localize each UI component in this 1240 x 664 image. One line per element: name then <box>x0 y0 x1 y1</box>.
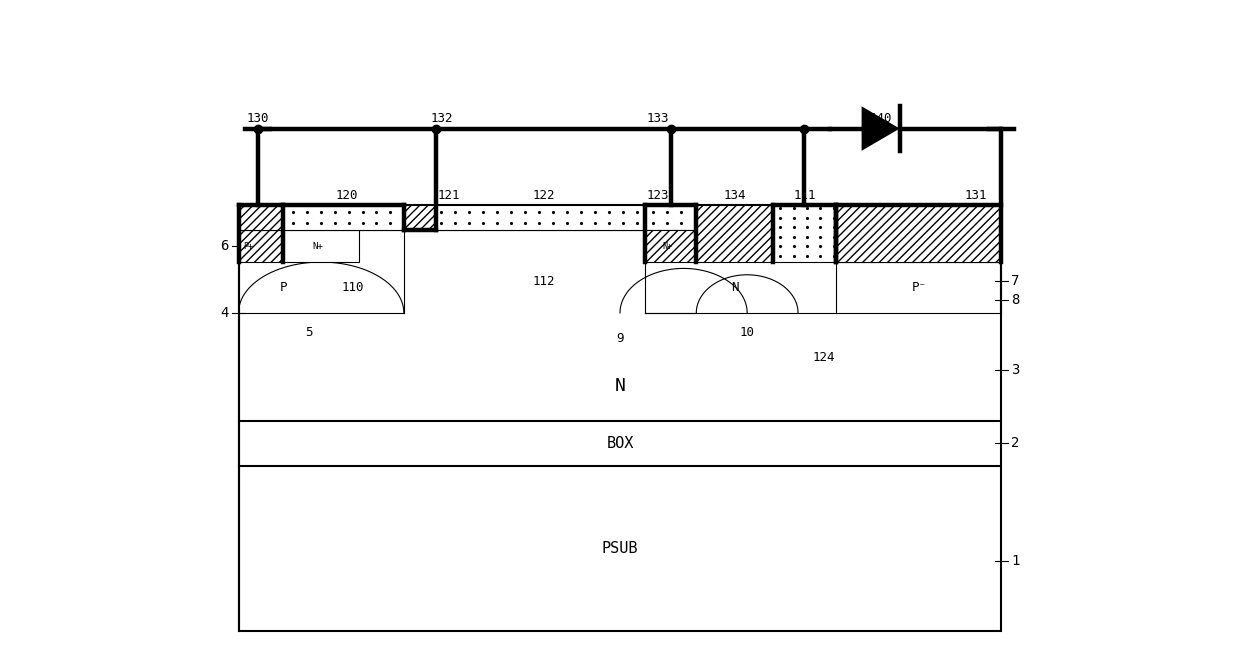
Text: 7: 7 <box>1011 274 1019 288</box>
Text: 2: 2 <box>1011 436 1019 450</box>
Text: 131: 131 <box>965 189 987 202</box>
Text: 3: 3 <box>1011 363 1019 377</box>
Bar <box>238 205 283 230</box>
Text: 8: 8 <box>1011 293 1019 307</box>
Text: 9: 9 <box>616 332 624 345</box>
Bar <box>238 230 283 262</box>
Bar <box>283 230 360 262</box>
Text: P+: P+ <box>243 242 253 251</box>
Text: 122: 122 <box>532 189 556 202</box>
Text: 124: 124 <box>812 351 835 364</box>
Polygon shape <box>862 106 900 151</box>
Text: 5: 5 <box>305 325 312 339</box>
Bar <box>646 230 697 262</box>
Text: 4: 4 <box>221 306 229 320</box>
Bar <box>773 205 836 262</box>
Text: 140: 140 <box>869 112 892 125</box>
Bar <box>404 205 646 230</box>
Text: 134: 134 <box>723 189 745 202</box>
Text: PSUB: PSUB <box>601 540 639 556</box>
Text: P⁻: P⁻ <box>911 281 926 294</box>
Text: 123: 123 <box>647 189 670 202</box>
Text: 121: 121 <box>436 189 460 202</box>
Text: N+: N+ <box>312 242 324 251</box>
Text: N: N <box>730 281 738 294</box>
Bar <box>238 205 1002 631</box>
Text: N+: N+ <box>662 242 672 251</box>
Text: P: P <box>279 281 286 294</box>
Bar <box>646 205 697 230</box>
Text: 6: 6 <box>221 239 229 253</box>
Text: BOX: BOX <box>606 436 634 451</box>
Text: 130: 130 <box>247 112 269 125</box>
Text: 111: 111 <box>794 189 816 202</box>
Text: 10: 10 <box>739 325 755 339</box>
Text: N: N <box>615 377 625 395</box>
Text: 110: 110 <box>342 281 365 294</box>
Text: 120: 120 <box>335 189 358 202</box>
Bar <box>283 205 404 230</box>
Text: 112: 112 <box>532 275 556 288</box>
Text: 132: 132 <box>430 112 454 125</box>
Bar <box>404 205 435 230</box>
Text: 1: 1 <box>1011 554 1019 568</box>
Bar <box>697 205 773 262</box>
Bar <box>836 205 1002 262</box>
Text: 133: 133 <box>647 112 670 125</box>
